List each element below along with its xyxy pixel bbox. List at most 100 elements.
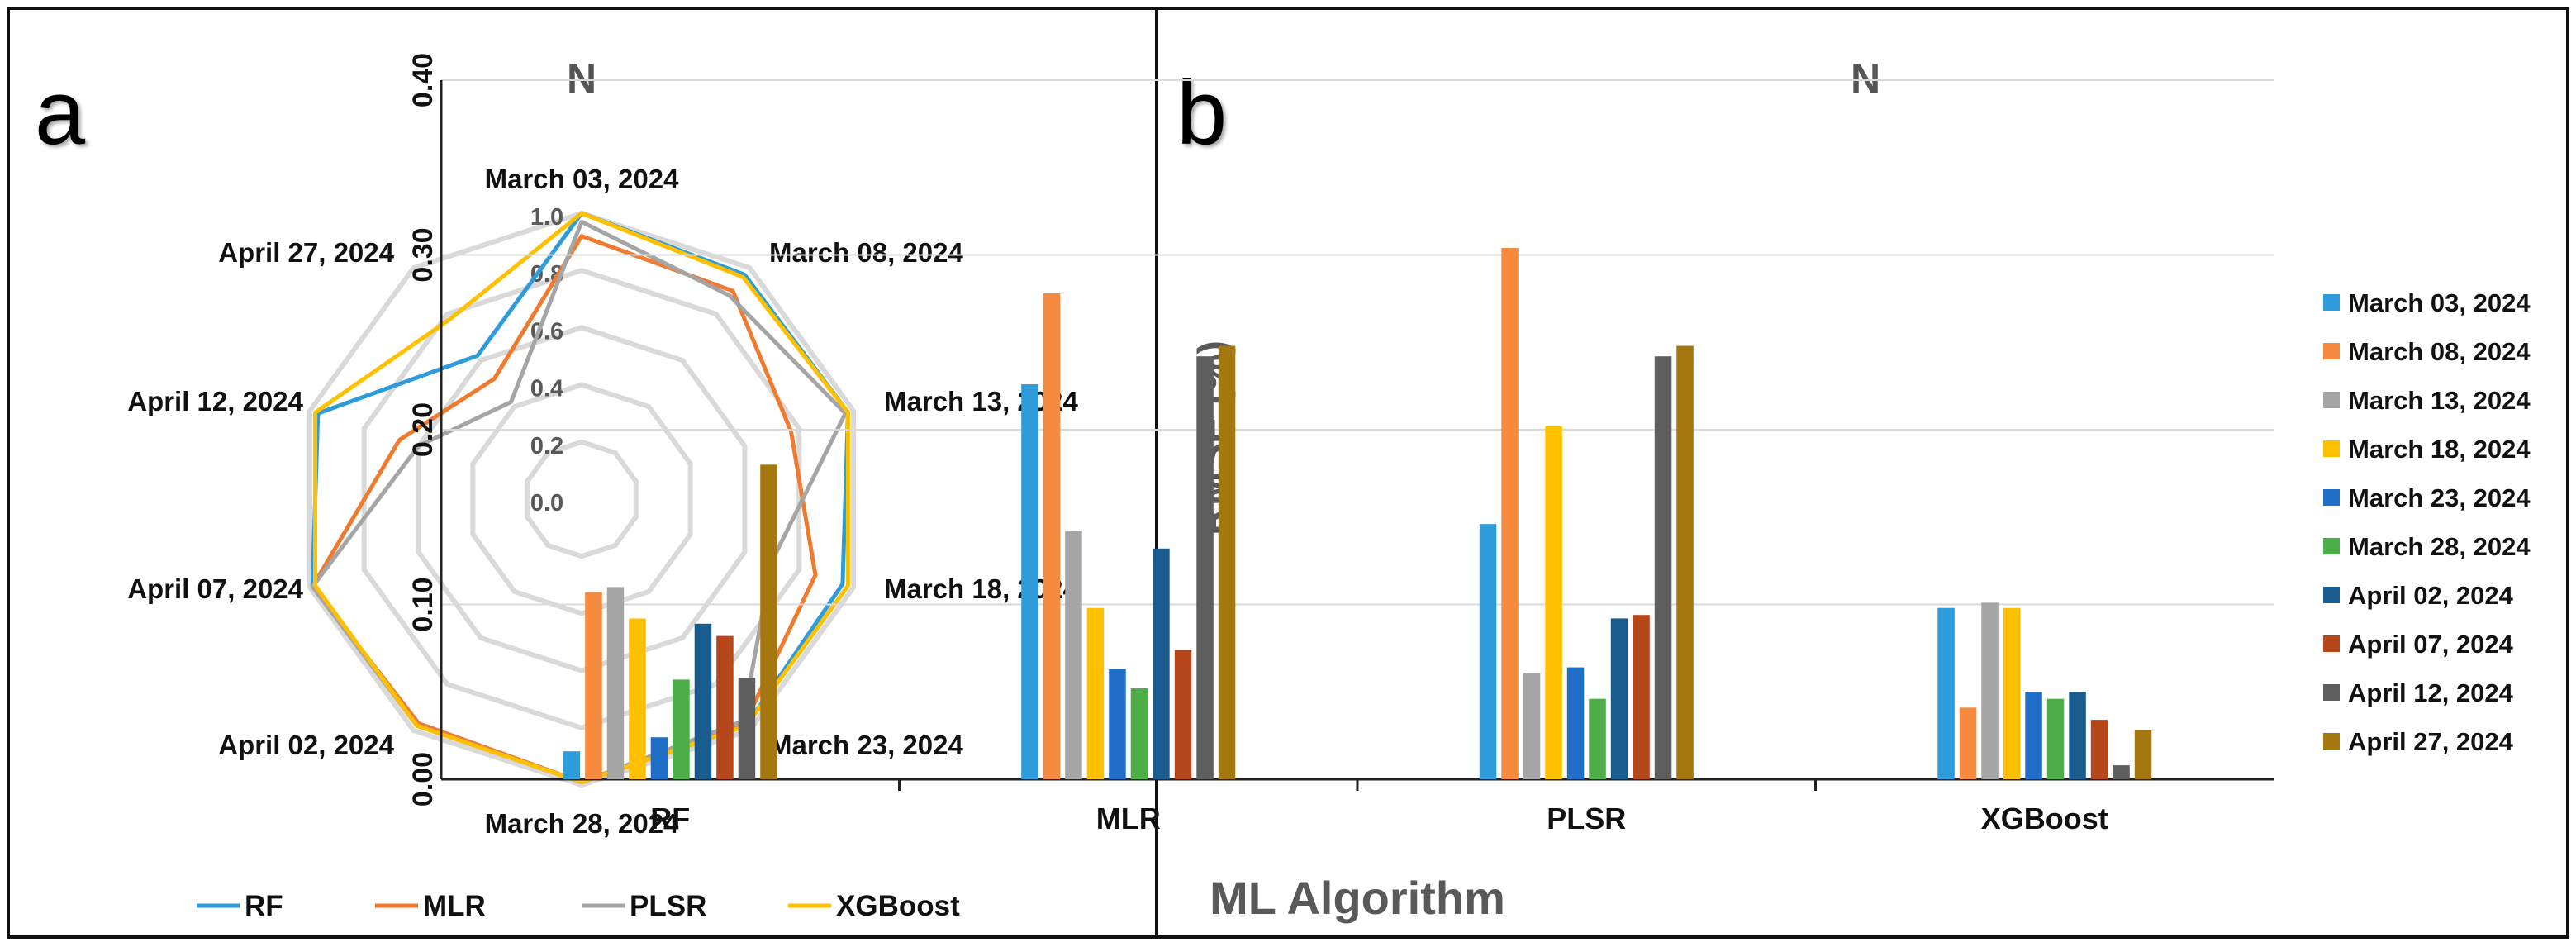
bar-rf-march-28-2024 <box>673 679 690 779</box>
legend-label-xgboost: XGBoost <box>836 890 960 922</box>
bar-xgboost-march-28-2024 <box>2046 698 2065 779</box>
y-tick-label: 0.40 <box>407 53 439 107</box>
bar-rf-april-02-2024 <box>694 623 712 779</box>
legend-swatch-april-27-2024 <box>2323 733 2340 750</box>
bar-xgboost-april-27-2024 <box>2134 730 2152 779</box>
legend-swatch-april-07-2024 <box>2323 635 2340 652</box>
bar-xgboost-march-18-2024 <box>2003 607 2021 779</box>
y-tick-label: 0.00 <box>407 752 439 807</box>
y-tick-label: 0.20 <box>407 402 439 457</box>
legend-swatch-march-08-2024 <box>2323 343 2340 359</box>
radar-gridline <box>307 210 857 788</box>
bar-mlr-march-08-2024 <box>1043 293 1061 779</box>
legend-swatch-march-28-2024 <box>2323 538 2340 554</box>
legend-label-april-12-2024: April 12, 2024 <box>2348 678 2514 707</box>
radar-gridline <box>416 325 748 673</box>
bar-rf-march-13-2024 <box>606 587 625 779</box>
bar-plsr-april-07-2024 <box>1633 615 1650 779</box>
radar-gridline <box>361 268 802 730</box>
bar-plsr-march-18-2024 <box>1545 426 1562 779</box>
legend-swatch-april-12-2024 <box>2323 684 2340 701</box>
bar-rf-march-03-2024 <box>563 751 581 779</box>
radar-axis-label-march-08-2024: March 08, 2024 <box>769 237 963 268</box>
panel-a-radar: a N 0.0 0.2 0.4 0.6 0.8 1.0 March 03, 2024 March… <box>7 7 1158 939</box>
bar-plsr-april-12-2024 <box>1654 356 1672 779</box>
radar-axis-label-april-02-2024: April 02, 2024 <box>218 730 394 760</box>
x-tick-label-plsr: PLSR <box>1547 802 1626 835</box>
panel-letter-a: a <box>35 62 86 164</box>
legend-swatch-march-13-2024 <box>2323 392 2340 408</box>
radar-gridline <box>525 439 639 559</box>
bar-xgboost-march-08-2024 <box>1959 707 1977 779</box>
bar-xgboost-march-13-2024 <box>1981 602 1999 779</box>
radar-tick-label: 0.0 <box>530 490 563 516</box>
legend-label-mlr: MLR <box>423 890 486 922</box>
legend-label-plsr: PLSR <box>630 890 706 922</box>
y-tick-label: 0.10 <box>407 577 439 631</box>
bar-xgboost-april-07-2024 <box>2090 720 2108 779</box>
radar-tick-label: 0.4 <box>530 376 563 402</box>
bar-rf-march-08-2024 <box>585 592 602 779</box>
radar-title: N <box>567 55 596 102</box>
x-tick-label-rf: RF <box>650 802 690 835</box>
bar-xgboost-april-12-2024 <box>2113 765 2130 779</box>
bar-xgboost-march-03-2024 <box>1937 607 1955 779</box>
legend-swatch-march-23-2024 <box>2323 489 2340 506</box>
legend-label-april-07-2024: April 07, 2024 <box>2348 630 2514 659</box>
legend-swatch-march-03-2024 <box>2323 294 2340 311</box>
legend-label-march-23-2024: March 23, 2024 <box>2348 483 2531 512</box>
panel-b-bar: b N0.000.100.200.300.40RMSE (%)RFMLRPLSR… <box>407 7 2569 939</box>
legend-swatch-april-02-2024 <box>2323 587 2340 603</box>
bar-rf-april-12-2024 <box>738 678 756 779</box>
radar-tick-label: 0.2 <box>530 433 563 459</box>
bar-mlr-april-12-2024 <box>1196 356 1214 779</box>
bar-mlr-april-02-2024 <box>1153 548 1170 779</box>
bar-title: N <box>1851 55 1880 102</box>
bar-xgboost-march-23-2024 <box>2025 692 2042 780</box>
legend-label-march-28-2024: March 28, 2024 <box>2348 532 2531 561</box>
bar-mlr-march-23-2024 <box>1109 669 1126 779</box>
y-tick-label: 0.30 <box>407 227 439 282</box>
x-tick-label-xgboost: XGBoost <box>1981 802 2108 835</box>
legend-swatch-march-18-2024 <box>2323 440 2340 457</box>
radar-axis-label-april-27-2024: April 27, 2024 <box>218 237 394 268</box>
bar-mlr-march-18-2024 <box>1086 607 1105 779</box>
bar-mlr-march-13-2024 <box>1065 531 1082 779</box>
bar-plsr-march-23-2024 <box>1566 667 1585 779</box>
bar-plsr-march-13-2024 <box>1523 673 1541 779</box>
bar-rf-april-27-2024 <box>760 464 777 779</box>
bar-plsr-april-02-2024 <box>1610 618 1628 779</box>
bar-mlr-march-03-2024 <box>1021 384 1038 779</box>
radar-axis-label-march-23-2024: March 23, 2024 <box>769 730 963 760</box>
x-axis-title: ML Algorithm <box>1210 872 1505 924</box>
bar-plsr-march-28-2024 <box>1589 698 1606 779</box>
bar-rf-april-07-2024 <box>716 635 734 779</box>
legend-label-april-02-2024: April 02, 2024 <box>2348 581 2514 610</box>
bar-mlr-april-27-2024 <box>1218 345 1236 779</box>
legend-label-april-27-2024: April 27, 2024 <box>2348 727 2514 756</box>
radar-gridline <box>470 382 693 616</box>
radar-axis-label-march-03-2024: March 03, 2024 <box>485 164 679 194</box>
bar-plsr-march-08-2024 <box>1501 248 1519 779</box>
bar-rf-march-23-2024 <box>650 737 668 779</box>
bar-mlr-march-28-2024 <box>1130 688 1148 779</box>
bar-plsr-april-27-2024 <box>1676 345 1694 779</box>
x-tick-label-mlr: MLR <box>1096 802 1161 835</box>
legend-label-march-08-2024: March 08, 2024 <box>2348 337 2531 366</box>
legend-label-march-18-2024: March 18, 2024 <box>2348 435 2531 464</box>
radar-axis-label-april-12-2024: April 12, 2024 <box>127 386 303 416</box>
panel-letter-b: b <box>1176 62 1228 164</box>
bar-chart: N0.000.100.200.300.40RMSE (%)RFMLRPLSRXG… <box>407 53 2531 924</box>
legend-label-march-13-2024: March 13, 2024 <box>2348 386 2531 415</box>
radar-axis-label-march-28-2024: March 28, 2024 <box>485 808 679 839</box>
bar-mlr-april-07-2024 <box>1174 650 1192 779</box>
radar-axis-label-april-07-2024: April 07, 2024 <box>127 573 303 604</box>
radar-series-xgboost <box>313 211 850 785</box>
bar-rf-march-18-2024 <box>629 618 646 779</box>
legend-label-rf: RF <box>245 890 283 922</box>
radar-tick-label: 1.0 <box>530 204 563 231</box>
bar-xgboost-april-02-2024 <box>2069 692 2086 780</box>
bar-plsr-march-03-2024 <box>1479 524 1497 779</box>
legend-label-march-03-2024: March 03, 2024 <box>2348 288 2531 317</box>
